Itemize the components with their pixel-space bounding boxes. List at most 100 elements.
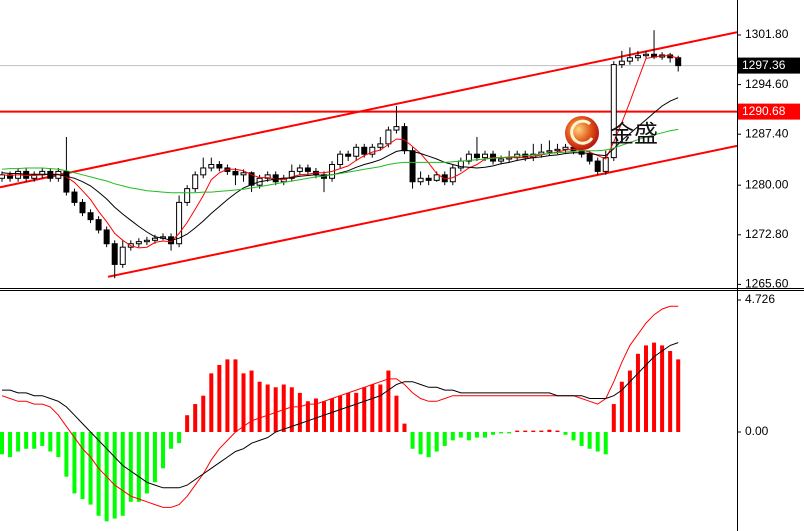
candle-body xyxy=(304,167,311,172)
histogram-bar xyxy=(193,404,198,432)
histogram-bar xyxy=(426,431,431,458)
candle-body xyxy=(409,150,416,183)
histogram-bar xyxy=(169,431,174,449)
histogram-bar xyxy=(660,345,665,432)
histogram-bar xyxy=(386,370,391,432)
histogram-bar xyxy=(144,431,149,494)
histogram-bar xyxy=(161,431,165,469)
candle-body xyxy=(176,201,183,245)
candle-body xyxy=(643,53,649,57)
candle-body xyxy=(135,241,142,245)
histogram-bar xyxy=(402,423,407,432)
histogram-bar xyxy=(241,373,246,432)
moving-average xyxy=(1,55,679,249)
candle-body xyxy=(433,174,440,181)
candle-body xyxy=(626,57,633,62)
y-tick-label: 1294.60 xyxy=(745,77,789,91)
logo-swirl xyxy=(570,119,594,145)
histogram-bar xyxy=(32,431,37,449)
candle-body xyxy=(240,172,247,176)
trendline xyxy=(0,31,737,189)
histogram-bar xyxy=(177,431,182,444)
candle-body xyxy=(602,157,609,172)
histogram-bar xyxy=(305,401,310,432)
y-tick-label: 1301.80 xyxy=(745,27,789,41)
indicator-pane xyxy=(0,305,681,522)
histogram-bar xyxy=(112,431,117,519)
histogram-bar xyxy=(474,431,479,438)
y-tick-label: 1272.80 xyxy=(745,227,789,241)
y-tick-label: 1287.40 xyxy=(745,126,789,140)
price-label: 1297.36 xyxy=(742,58,786,72)
histogram-bar xyxy=(539,430,544,432)
candle-body xyxy=(296,167,303,172)
candle-body xyxy=(393,126,400,131)
histogram-bar xyxy=(8,431,13,458)
histogram-bar xyxy=(330,398,335,432)
candle-body xyxy=(546,150,553,153)
histogram-bar xyxy=(136,431,141,502)
axis: 1301.80 1294.60 1287.40 1280.00 1272.80 1265.… xyxy=(737,27,800,438)
histogram-bar xyxy=(515,430,520,432)
histogram-bar xyxy=(603,431,608,455)
histogram-bar xyxy=(217,364,222,432)
histogram-bar xyxy=(547,429,552,432)
candle-body xyxy=(353,146,360,157)
histogram-bar xyxy=(652,342,657,432)
histogram-bar xyxy=(313,398,318,432)
histogram-bar xyxy=(225,359,230,432)
histogram-bar xyxy=(185,415,190,432)
histogram-bar xyxy=(354,392,359,432)
histogram-bar xyxy=(523,430,528,432)
candle-body xyxy=(192,174,199,190)
y-tick-label: 1265.60 xyxy=(745,277,789,291)
histogram-bar xyxy=(418,431,423,455)
histogram-bar xyxy=(555,430,560,432)
moving-average xyxy=(1,97,679,241)
candle-body xyxy=(675,57,682,67)
histogram-bar xyxy=(644,345,648,432)
price-box xyxy=(738,103,800,120)
candle-body xyxy=(71,191,78,203)
histogram-bar xyxy=(635,353,640,432)
histogram-bar xyxy=(233,359,238,432)
histogram-bar xyxy=(48,431,53,452)
histogram-bar xyxy=(56,431,61,458)
candle-body xyxy=(594,160,601,172)
histogram-bar xyxy=(458,431,463,438)
histogram-bar xyxy=(394,395,399,432)
histogram-bar xyxy=(611,404,616,432)
histogram-bar xyxy=(257,381,262,432)
candle-body xyxy=(465,153,472,162)
candle-body xyxy=(63,170,70,193)
candle-body xyxy=(401,126,408,152)
candle-body xyxy=(103,229,110,245)
candle-body xyxy=(337,153,344,166)
candle-body xyxy=(498,158,505,162)
histogram-bar xyxy=(450,431,455,441)
candle-body xyxy=(111,243,118,265)
candle-body xyxy=(184,188,191,203)
candle-body xyxy=(31,174,38,179)
candle-body xyxy=(95,219,102,231)
price-pane xyxy=(0,30,737,279)
histogram-bar xyxy=(297,392,302,432)
histogram-bar xyxy=(370,384,375,432)
candle-body xyxy=(369,146,376,155)
candle-body xyxy=(634,55,641,59)
histogram-bar xyxy=(595,431,600,452)
histogram-bar xyxy=(587,431,592,449)
y-tick-label: 0.00 xyxy=(745,424,769,438)
histogram-bar xyxy=(209,373,214,432)
histogram-bar xyxy=(322,401,326,432)
candle-body xyxy=(482,153,488,159)
histogram-bar xyxy=(265,384,270,432)
candle-body xyxy=(248,172,255,186)
histogram-bar xyxy=(0,431,4,455)
candle-body xyxy=(361,146,368,155)
candle-body xyxy=(151,237,158,241)
candle-body xyxy=(87,212,94,221)
candle-body xyxy=(554,148,561,152)
